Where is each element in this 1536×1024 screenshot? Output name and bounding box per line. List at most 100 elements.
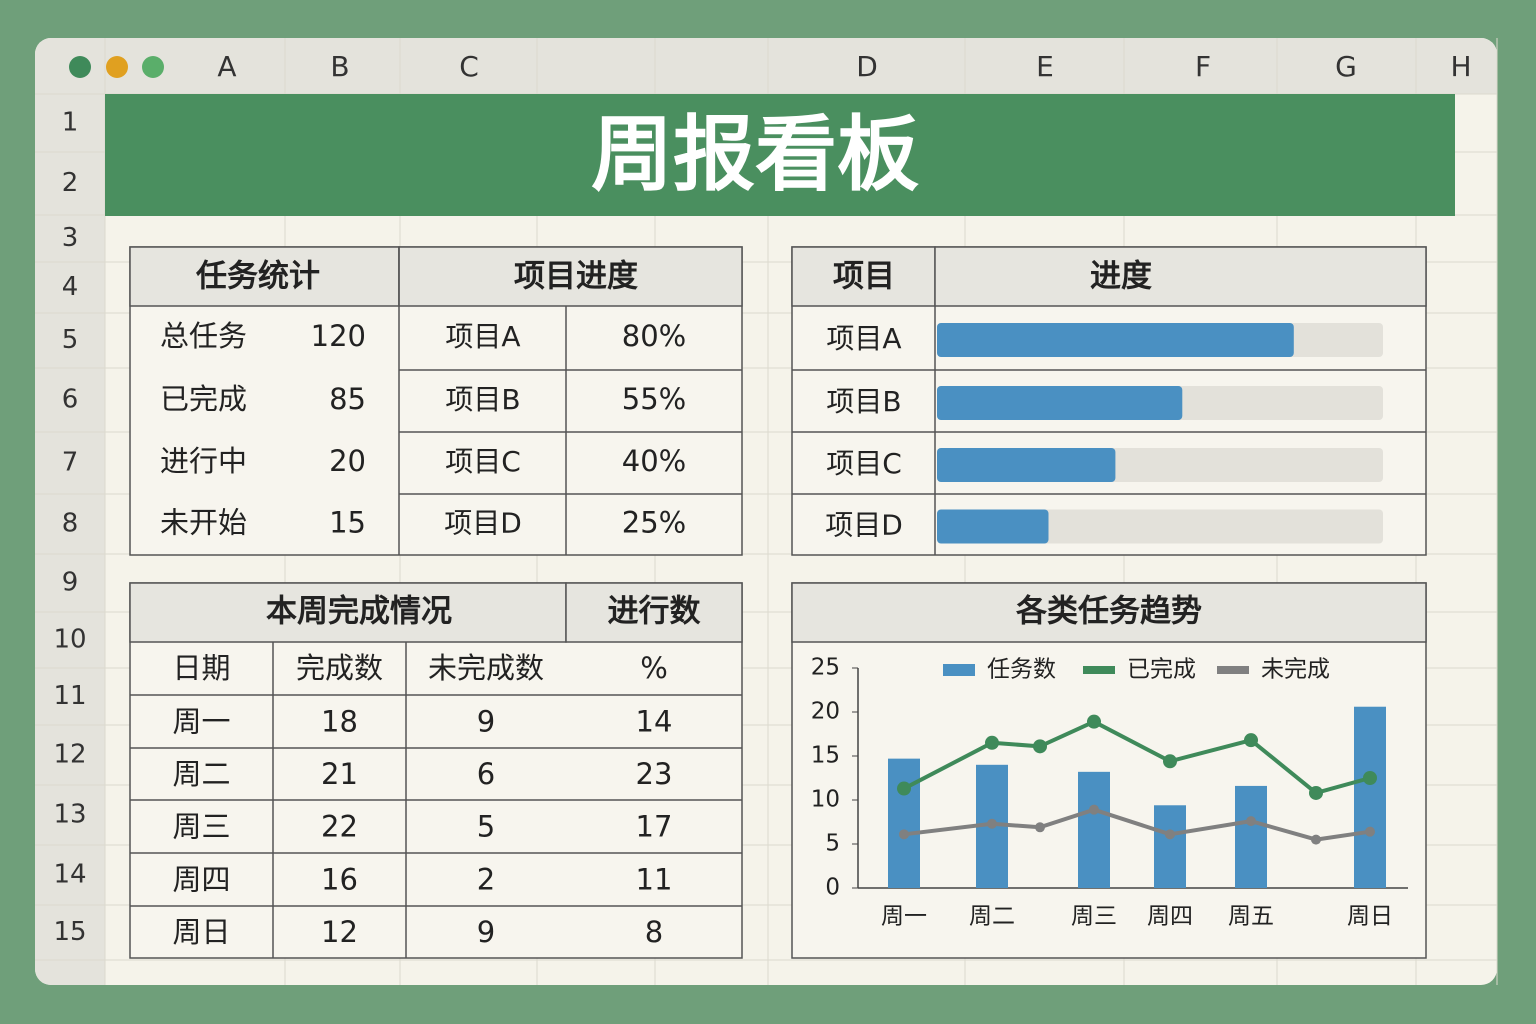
row-header: 4 — [62, 272, 79, 302]
line-marker — [1244, 733, 1258, 748]
line-marker — [1089, 804, 1099, 815]
project-name: 项目C — [826, 447, 902, 480]
legend-swatch — [943, 664, 975, 676]
weekly-value: 21 — [321, 757, 358, 791]
line-marker — [1246, 816, 1256, 827]
progress-bar — [937, 448, 1116, 482]
project-name: 项目D — [825, 509, 903, 542]
bar — [1354, 706, 1386, 888]
y-tick-label: 5 — [825, 831, 840, 857]
weekly-day: 周日 — [172, 915, 230, 949]
line-marker — [985, 735, 999, 750]
y-tick-label: 20 — [811, 699, 840, 725]
line-marker — [897, 781, 911, 796]
window-dot[interactable] — [142, 56, 164, 78]
title-band — [105, 94, 1455, 216]
weekly-table — [129, 582, 743, 959]
stat-value: 120 — [311, 319, 366, 353]
weekly-value: 17 — [636, 810, 673, 844]
table-header-cell — [398, 246, 743, 307]
legend-swatch — [1083, 666, 1115, 674]
stat-value: 85 — [329, 382, 366, 416]
line-marker — [1365, 826, 1375, 837]
row-header: 1 — [62, 108, 79, 138]
table-header: 项目进度 — [514, 259, 638, 295]
bar — [888, 758, 920, 888]
stat-value: 15 — [329, 506, 366, 540]
table-header-cell — [129, 582, 567, 643]
row-header: 5 — [62, 325, 79, 355]
column-label: % — [640, 651, 668, 685]
line-marker — [1035, 822, 1045, 833]
bar — [1235, 785, 1267, 888]
chart-title: 各类任务趋势 — [1015, 594, 1202, 630]
dashboard-title: 周报看板 — [591, 107, 919, 202]
column-header: A — [217, 50, 236, 83]
stat-value: 20 — [329, 444, 366, 478]
weekly-value: 23 — [636, 757, 673, 791]
table-header: 本周完成情况 — [266, 594, 452, 630]
row-header: 7 — [62, 448, 79, 478]
weekly-day: 周四 — [172, 863, 230, 897]
weekly-value: 6 — [477, 757, 495, 791]
bar — [1078, 771, 1110, 888]
row-header: 8 — [62, 509, 79, 539]
row-header: 3 — [62, 223, 79, 253]
weekly-value: 9 — [477, 705, 495, 739]
project-percent: 25% — [622, 506, 686, 540]
row-header: 11 — [53, 681, 86, 711]
line-marker — [1309, 785, 1323, 800]
x-tick-label: 周三 — [1071, 904, 1117, 930]
stat-label: 总任务 — [160, 319, 247, 353]
weekly-value: 12 — [321, 915, 358, 949]
line-marker — [1033, 739, 1047, 754]
column-label: 完成数 — [296, 651, 383, 685]
column-header: B — [330, 50, 349, 83]
project-name: 项目D — [444, 507, 522, 540]
y-tick-label: 10 — [811, 787, 840, 813]
column-header-bar — [35, 38, 1497, 94]
line — [903, 719, 1371, 795]
project-name: 项目B — [445, 383, 520, 416]
weekly-value: 14 — [636, 705, 673, 739]
y-tick-label: 0 — [825, 875, 840, 901]
project-percent: 80% — [622, 319, 686, 353]
column-label: 日期 — [172, 651, 230, 685]
weekly-value: 2 — [477, 863, 495, 897]
weekly-value: 22 — [321, 810, 358, 844]
weekly-value: 9 — [477, 915, 495, 949]
progress-bar — [937, 509, 1049, 544]
progress-bar — [937, 323, 1294, 357]
row-header: 14 — [53, 860, 86, 890]
weekly-day: 周三 — [172, 810, 230, 844]
legend-swatch — [1217, 666, 1249, 674]
line-marker — [987, 818, 997, 829]
legend-label: 未完成 — [1261, 657, 1330, 683]
line-marker — [1311, 834, 1321, 845]
y-tick-label: 25 — [811, 655, 840, 681]
x-tick-label: 周日 — [1347, 904, 1393, 930]
line-marker — [1087, 714, 1101, 729]
weekly-value: 16 — [321, 863, 358, 897]
line-marker — [1163, 754, 1177, 769]
column-header: D — [856, 50, 878, 83]
table-header-cell — [791, 246, 936, 307]
window-dot[interactable] — [106, 56, 128, 78]
stat-label: 未开始 — [160, 506, 247, 540]
row-header: 6 — [62, 385, 79, 415]
project-name: 项目A — [445, 320, 520, 353]
x-tick-label: 周一 — [881, 904, 927, 930]
y-tick-label: 15 — [811, 743, 840, 769]
window-dot[interactable] — [69, 56, 91, 78]
column-header: F — [1195, 50, 1211, 83]
line-marker — [1165, 829, 1175, 840]
row-header: 12 — [53, 740, 86, 770]
column-header: C — [459, 50, 479, 83]
line-marker — [899, 829, 909, 840]
row-header: 13 — [53, 800, 86, 830]
table-header: 任务统计 — [195, 259, 320, 295]
legend-label: 任务数 — [987, 657, 1056, 683]
